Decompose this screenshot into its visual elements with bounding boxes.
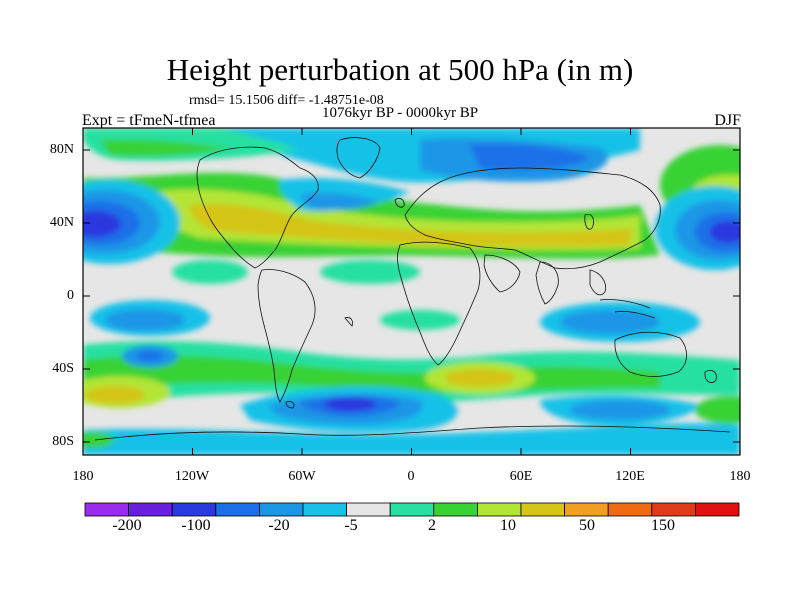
colorbar-swatch	[651, 502, 696, 517]
lon-label-60w: 60W	[288, 469, 316, 484]
colorbar-label: 50	[579, 517, 595, 534]
colorbar-swatch	[695, 502, 740, 517]
period-label: 1076kyr BP - 0000kyr BP	[322, 105, 479, 121]
lat-label-40s: 40S	[52, 361, 74, 376]
colorbar-swatch	[476, 502, 522, 517]
colorbar-swatch	[564, 502, 609, 517]
lon-label-0: 0	[407, 469, 415, 484]
lon-ticks	[82, 128, 741, 455]
colorbar-swatch	[84, 502, 129, 517]
colorbar-swatch	[302, 502, 347, 517]
colorbar-label: 10	[500, 517, 516, 534]
colorbar-swatch	[433, 502, 478, 517]
lon-label-120e: 120E	[615, 469, 645, 484]
colorbar-label: 2	[428, 517, 436, 534]
colorbar-swatch	[128, 502, 173, 517]
colorbar-swatch	[215, 502, 260, 517]
lon-label-60e: 60E	[509, 469, 533, 484]
lat-label-40n: 40N	[49, 215, 74, 230]
colorbar-swatch	[346, 502, 391, 517]
world-coastlines-icon	[94, 137, 731, 441]
colorbar-swatch	[258, 502, 304, 517]
lat-ticks	[83, 149, 740, 443]
season-label: DJF	[714, 112, 741, 129]
colorbar-label: -200	[112, 517, 142, 534]
colorbar-label: 150	[651, 517, 675, 534]
lon-label-180w: 180	[72, 469, 94, 484]
colorbar-label: -5	[344, 517, 358, 534]
colorbar-swatch	[607, 502, 653, 517]
colorbar	[84, 502, 740, 517]
stats-line: rmsd= 15.1506 diff= -1.48751e-08	[189, 93, 384, 108]
lat-label-eq: 0	[67, 288, 74, 303]
map-title: Height perturbation at 500 hPa (in m)	[166, 52, 634, 87]
colorbar-label: -100	[181, 517, 211, 534]
colorbar-swatch	[520, 502, 565, 517]
lon-label-120w: 120W	[174, 469, 210, 484]
lon-label-180e: 180	[729, 469, 751, 484]
colorbar-swatch	[389, 502, 435, 517]
lat-label-80n: 80N	[49, 142, 74, 157]
experiment-label: Expt = tFmeN-tfmea	[82, 112, 216, 129]
colorbar-swatch	[171, 502, 217, 517]
lat-label-80s: 80S	[52, 434, 74, 449]
colorbar-label: -20	[268, 517, 290, 534]
contour-field	[83, 128, 740, 455]
